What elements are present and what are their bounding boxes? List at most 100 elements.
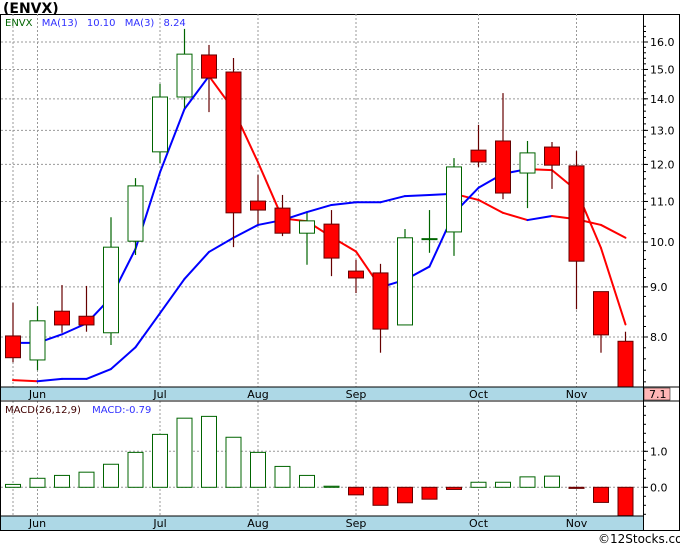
chart-frame bbox=[0, 14, 680, 531]
macd-bar bbox=[323, 485, 340, 488]
macd-month-strip bbox=[1, 516, 643, 530]
price-tick-label: 15.0 bbox=[650, 63, 675, 76]
month-label: Jul bbox=[152, 517, 166, 530]
candle-down bbox=[617, 340, 634, 388]
candle-down bbox=[250, 200, 266, 211]
month-label: Nov bbox=[566, 517, 588, 530]
chart-title: (ENVX) bbox=[3, 1, 59, 17]
price-grid bbox=[1, 14, 643, 387]
price-tick-label: 10.0 bbox=[650, 236, 675, 249]
macd-axis: 0.0 1.0 bbox=[643, 405, 668, 515]
macd-bar bbox=[5, 483, 21, 488]
ma-segment bbox=[183, 75, 210, 110]
price-axis: 8.0 9.0 10.0 11.0 12.0 13.0 14.0 15.0 16.0 bbox=[643, 25, 675, 383]
macd-bar bbox=[274, 465, 291, 488]
candle-down bbox=[54, 310, 70, 326]
macd-bar bbox=[372, 486, 389, 506]
macd-bar bbox=[593, 486, 609, 503]
ma-segment bbox=[208, 236, 235, 253]
ma-segment bbox=[85, 368, 112, 380]
ma-segment bbox=[502, 211, 529, 222]
macd-bar bbox=[568, 486, 585, 489]
candle-down bbox=[78, 315, 95, 326]
candle-down bbox=[348, 270, 364, 279]
macd-bar bbox=[152, 433, 168, 488]
macd-bar bbox=[617, 486, 634, 517]
month-label: Jun bbox=[28, 517, 46, 530]
macd-legend-label: MACD(26,12,9) bbox=[5, 405, 81, 416]
macd-bar bbox=[421, 486, 438, 500]
macd-bar bbox=[78, 471, 95, 488]
legend-ma3-label: MA(3) bbox=[125, 18, 155, 29]
macd-histogram bbox=[5, 415, 634, 517]
ma-segment bbox=[404, 193, 431, 198]
ma-segment bbox=[306, 203, 333, 214]
candle-down bbox=[593, 291, 609, 336]
candle-up bbox=[446, 166, 462, 233]
macd-tick-label: 0.0 bbox=[650, 481, 668, 494]
candle-up bbox=[397, 237, 413, 326]
macd-legend-value: MACD:-0.79 bbox=[92, 405, 151, 416]
month-label: Jun bbox=[28, 388, 46, 401]
macd-legend: MACD(26,12,9) MACD:-0.79 bbox=[5, 405, 151, 416]
macd-bar bbox=[250, 451, 266, 488]
legend-ma13-label: MA(13) bbox=[42, 18, 78, 29]
candle-up bbox=[152, 96, 168, 153]
copyright: ©12Stocks.com bbox=[598, 532, 680, 546]
ma-segment bbox=[183, 250, 210, 280]
month-label: Oct bbox=[469, 388, 489, 401]
candle-up bbox=[421, 238, 438, 241]
candle-down bbox=[323, 223, 340, 259]
candle-down bbox=[5, 335, 21, 359]
candle-down bbox=[470, 149, 487, 163]
candlesticks bbox=[5, 28, 634, 388]
price-tick-label: 9.0 bbox=[650, 281, 668, 294]
legend-symbol: ENVX bbox=[5, 18, 33, 29]
candle-down bbox=[568, 165, 585, 262]
macd-bar bbox=[54, 474, 70, 488]
macd-bar bbox=[103, 463, 119, 488]
price-tick-label: 12.0 bbox=[650, 158, 675, 171]
ma-segment bbox=[379, 195, 406, 204]
month-label: Aug bbox=[247, 388, 268, 401]
candle-up bbox=[176, 53, 193, 98]
price-legend: ENVX MA(13) 10.10 MA(3) 8.24 bbox=[5, 18, 186, 29]
ma-segment bbox=[526, 215, 553, 222]
macd-bar bbox=[299, 474, 315, 488]
ma-segment bbox=[12, 379, 39, 383]
last-price-box bbox=[643, 387, 671, 401]
price-tick-label: 14.0 bbox=[650, 93, 675, 106]
ma-segment bbox=[134, 312, 161, 349]
price-tick-label: 8.0 bbox=[650, 331, 668, 344]
month-label: Nov bbox=[566, 388, 588, 401]
price-tick-label: 16.0 bbox=[650, 36, 675, 49]
candle-up bbox=[103, 246, 119, 334]
macd-bar bbox=[348, 486, 364, 496]
ma-segment bbox=[600, 247, 627, 326]
candle-down bbox=[274, 207, 291, 234]
candle-up bbox=[519, 152, 536, 174]
macd-bar bbox=[176, 417, 193, 488]
candle-up bbox=[29, 320, 46, 361]
ma-segment bbox=[36, 377, 63, 383]
ma-segment bbox=[159, 107, 186, 174]
macd-bar bbox=[225, 436, 242, 488]
ma-segment bbox=[600, 223, 627, 239]
month-label: Sep bbox=[346, 388, 367, 401]
macd-bar bbox=[29, 477, 46, 488]
macd-bar bbox=[397, 486, 413, 504]
macd-bar bbox=[470, 481, 487, 488]
candle-down bbox=[201, 54, 217, 79]
macd-bar bbox=[495, 481, 511, 488]
macd-bar bbox=[446, 486, 462, 490]
ma-segment bbox=[330, 201, 357, 206]
price-tick-label: 13.0 bbox=[650, 124, 675, 137]
macd-bar bbox=[544, 475, 560, 488]
month-label: Aug bbox=[247, 517, 268, 530]
price-tick-label: 11.0 bbox=[650, 195, 675, 208]
candle-down bbox=[225, 71, 242, 214]
macd-bar bbox=[519, 476, 536, 488]
ma-segment bbox=[477, 198, 504, 214]
candle-down bbox=[495, 140, 511, 194]
